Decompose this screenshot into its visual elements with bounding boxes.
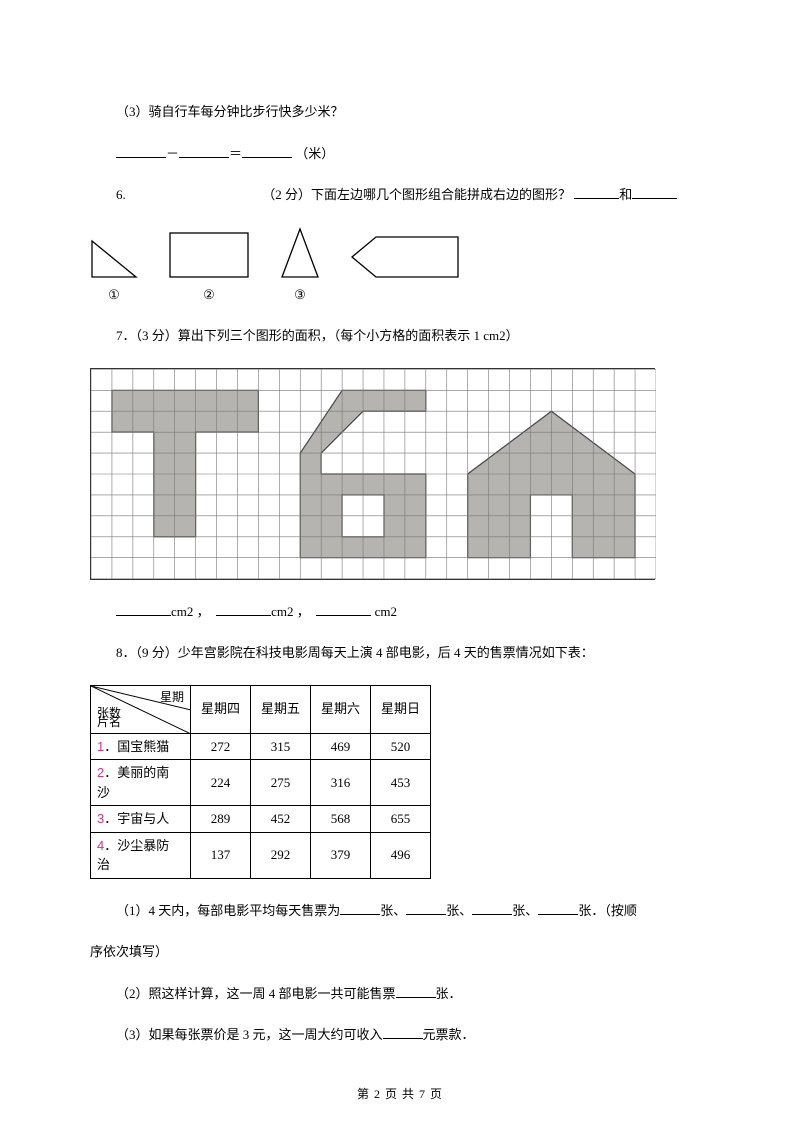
q3-equation: －＝ （米） (90, 144, 710, 164)
blank[interactable] (216, 602, 271, 616)
blank[interactable] (383, 1025, 423, 1039)
shape-pentagon (350, 235, 460, 279)
shape-iso-triangle (280, 227, 320, 279)
blank[interactable] (406, 901, 446, 915)
blank[interactable] (472, 901, 512, 915)
shape-rectangle (168, 231, 250, 279)
page-footer: 第 2 页 共 7 页 (90, 1085, 710, 1103)
table-header-diag: 星期 张数 片名 (91, 685, 191, 733)
blank[interactable] (242, 144, 292, 158)
q3-text: （3）骑自行车每分钟比步行快多少米？ (90, 102, 710, 122)
blank[interactable] (179, 144, 229, 158)
blank[interactable] (632, 185, 677, 199)
q8-sub1: （1）4 天内，每部电影平均每天售票为张、张、张、张．（按顺 (90, 901, 710, 921)
table-row: 1．国宝熊猫272315469520 (91, 733, 431, 760)
table-row: 2．美丽的南沙224275316453 (91, 760, 431, 806)
q8-sub3: （3）如果每张票价是 3 元，这一周大约可收入元票款． (90, 1025, 710, 1045)
blank[interactable] (116, 602, 171, 616)
q7-line: 7．（3 分）算出下列三个图形的面积，（每个小方格的面积表示 1 cm2） (90, 326, 710, 346)
q8-table: 星期 张数 片名 星期四 星期五 星期六 星期日 1．国宝熊猫272315469… (90, 685, 431, 879)
q7-answers: cm2 ， cm2 ， cm2 (90, 602, 710, 622)
q7-grid-figure (90, 368, 655, 580)
blank[interactable] (316, 602, 371, 616)
q8-sub1b: 序依次填写） (90, 942, 710, 962)
q8-line: 8．（9 分）少年宫影院在科技电影周每天上演 4 部电影，后 4 天的售票情况如… (90, 643, 710, 663)
blank[interactable] (116, 144, 166, 158)
shape-right-triangle (90, 239, 138, 279)
q6-line: 6. （2 分）下面左边哪几个图形组合能拼成右边的图形？ 和 (90, 185, 710, 205)
blank[interactable] (574, 185, 619, 199)
table-row: 3．宇宙与人289452568655 (91, 806, 431, 833)
table-row: 4．沙尘暴防治137292379496 (91, 832, 431, 878)
blank[interactable] (340, 901, 380, 915)
q6-labels: ① ② ③ (90, 285, 710, 305)
q3-unit: （米） (295, 146, 334, 161)
q8-sub2: （2）照这样计算，这一周 4 部电影一共可能售票张． (90, 984, 710, 1004)
blank[interactable] (538, 901, 578, 915)
q6-shapes (90, 227, 710, 279)
blank[interactable] (396, 984, 436, 998)
